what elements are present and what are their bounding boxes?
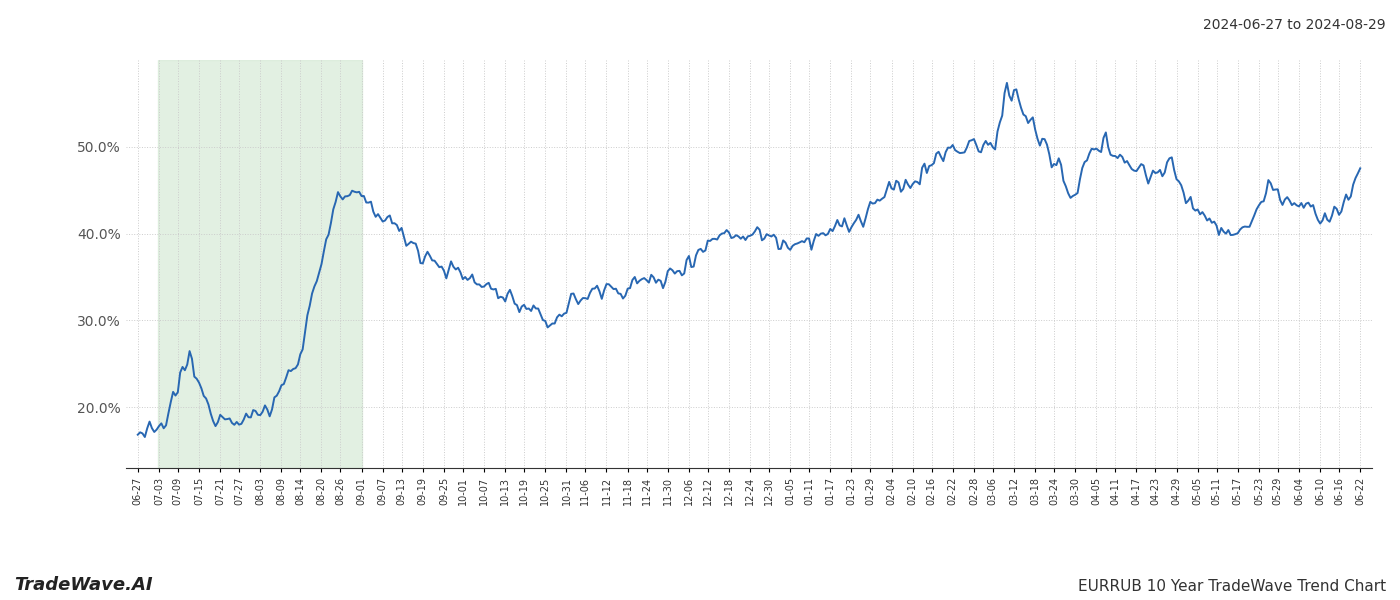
Text: EURRUB 10 Year TradeWave Trend Chart: EURRUB 10 Year TradeWave Trend Chart	[1078, 579, 1386, 594]
Text: 2024-06-27 to 2024-08-29: 2024-06-27 to 2024-08-29	[1204, 18, 1386, 32]
Bar	[158, 60, 361, 468]
Text: TradeWave.AI: TradeWave.AI	[14, 576, 153, 594]
